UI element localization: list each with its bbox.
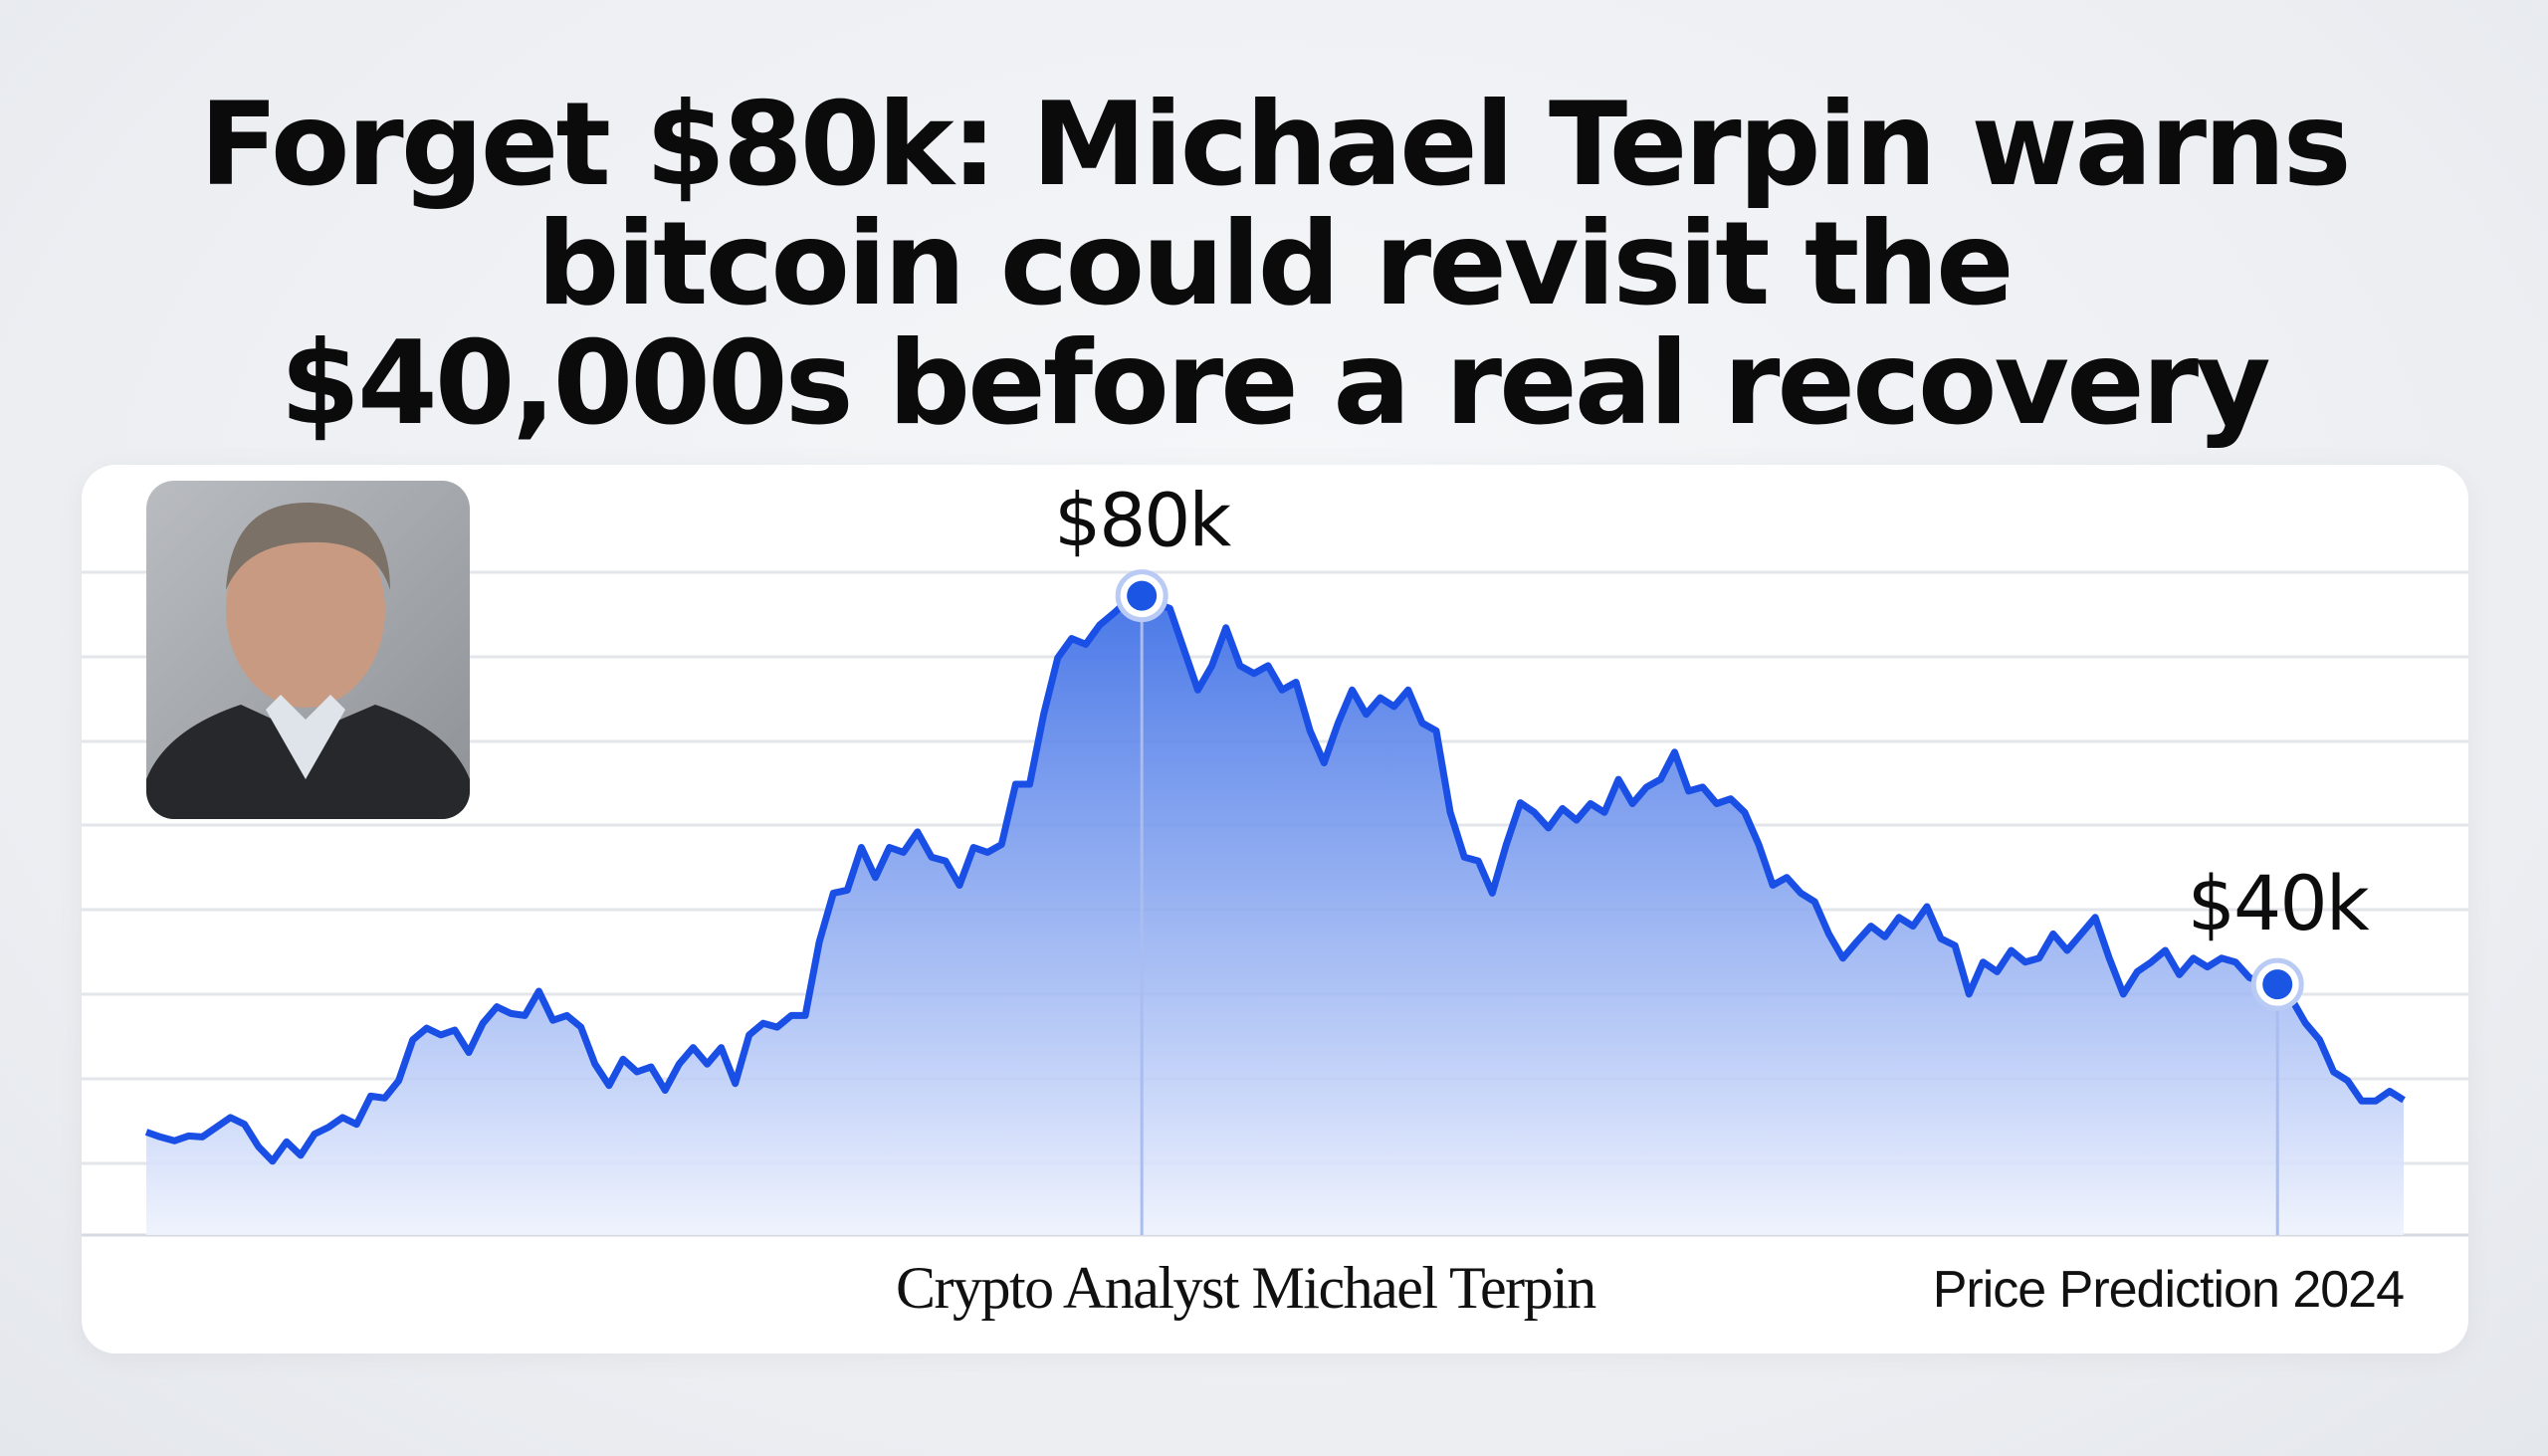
headline-line-1: Forget $80k: Michael Terpin warns xyxy=(199,78,2351,212)
headline-line-2: bitcoin could revisit the xyxy=(536,197,2014,331)
annotation-marker-dot xyxy=(2262,969,2293,1000)
headline: Forget $80k: Michael Terpin warns bitcoi… xyxy=(0,86,2548,444)
portrait-photo xyxy=(146,481,470,819)
price-area-fill xyxy=(146,595,2404,1235)
price-line xyxy=(144,592,2406,1165)
annotation-label: $40k xyxy=(2188,859,2370,947)
chart-subcaption: Price Prediction 2024 xyxy=(1932,1261,2405,1319)
annotation-marker-dot xyxy=(1127,580,1158,611)
annotation-label: $80k xyxy=(1054,479,1231,564)
chart-caption: Crypto Analyst Michael Terpin xyxy=(896,1255,1596,1321)
headline-line-3: $40,000s before a real recovery xyxy=(280,316,2270,451)
